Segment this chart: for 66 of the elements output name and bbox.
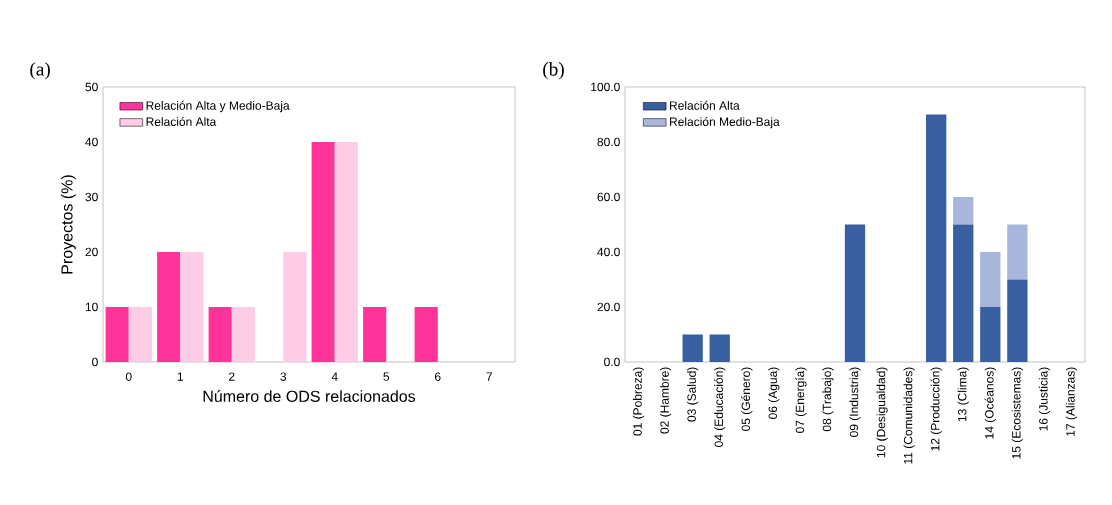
y-tick-label: 10 bbox=[85, 302, 98, 312]
x-tick-label: 11 (Comunidades) bbox=[903, 367, 915, 464]
y-tick-label: 50 bbox=[85, 82, 98, 92]
text: (b) bbox=[543, 62, 564, 80]
y-tick-label: 80.0 bbox=[597, 137, 620, 147]
x-tick-label: 6 bbox=[435, 372, 441, 381]
text: (a) bbox=[30, 62, 50, 80]
legend-label: Relación Alta bbox=[146, 117, 217, 126]
bar bbox=[926, 114, 947, 362]
y-tick-label: 0.0 bbox=[604, 357, 620, 367]
x-tick-label: 01 (Pobreza) bbox=[632, 367, 645, 436]
x-tick-label: 09 (Industria) bbox=[849, 367, 861, 437]
legend-label: Relación Alta bbox=[670, 100, 740, 110]
bar bbox=[311, 141, 335, 362]
x-tick-label: 2 bbox=[229, 372, 235, 381]
x-tick-label: 08 (Trabajo) bbox=[822, 367, 834, 432]
legend-label: Relación Medio-Baja bbox=[670, 117, 780, 129]
bar bbox=[334, 141, 358, 362]
x-tick-label: 10 (Desigualdad) bbox=[876, 367, 888, 458]
x-tick-label: 12 (Producción) bbox=[930, 367, 942, 451]
y-tick-label: 100.0 bbox=[591, 82, 620, 92]
bar bbox=[283, 251, 307, 362]
x-axis-title: Número de ODS relacionados bbox=[203, 390, 416, 402]
legend-label: Relación Alta y Medio-Baja bbox=[146, 100, 290, 113]
x-tick-label: 02 (Hambre) bbox=[660, 367, 672, 434]
x-tick-label: 17 (Alianzas) bbox=[1065, 367, 1078, 436]
x-tick-label: 04 (Educación) bbox=[714, 367, 726, 447]
x-tick-label: 7 bbox=[486, 372, 492, 381]
bar bbox=[180, 251, 204, 362]
bar bbox=[709, 334, 730, 362]
x-tick-label: 03 (Salud) bbox=[687, 367, 699, 422]
bar bbox=[1007, 279, 1028, 362]
bar bbox=[980, 251, 1001, 307]
y-tick-label: 20 bbox=[85, 247, 98, 257]
x-tick-label: 14 (Océanos) bbox=[984, 367, 996, 439]
x-tick-label: 05 (Género) bbox=[741, 367, 753, 431]
x-tick-label: 3 bbox=[280, 372, 287, 381]
x-tick-label: 13 (Clima) bbox=[957, 367, 969, 422]
bar bbox=[953, 196, 974, 225]
x-tick-label: 06 (Agua) bbox=[768, 367, 780, 419]
bar bbox=[231, 306, 255, 362]
x-tick-label: 07 (Energía) bbox=[795, 367, 807, 433]
bar bbox=[105, 306, 129, 362]
bar bbox=[844, 224, 866, 362]
x-tick-label: 1 bbox=[177, 372, 184, 381]
bar bbox=[980, 306, 1001, 362]
y-axis-title: Proyectos (%) bbox=[60, 175, 76, 274]
bar bbox=[208, 306, 232, 362]
bar bbox=[414, 306, 438, 362]
bar bbox=[157, 251, 181, 362]
y-tick-label: 60.0 bbox=[597, 192, 620, 202]
x-tick-label: 15 (Ecosistemas) bbox=[1011, 367, 1023, 459]
x-tick-label: 16 (Justicia) bbox=[1038, 367, 1051, 431]
y-tick-label: 40 bbox=[85, 137, 98, 147]
bar bbox=[953, 224, 974, 362]
x-tick-label: 4 bbox=[331, 372, 338, 381]
y-tick-label: 40.0 bbox=[597, 247, 620, 257]
x-tick-label: 0 bbox=[125, 372, 132, 381]
bar bbox=[128, 306, 152, 362]
y-tick-label: 0 bbox=[92, 357, 98, 367]
x-tick-label: 5 bbox=[383, 372, 390, 381]
y-tick-label: 20.0 bbox=[597, 302, 620, 312]
bar bbox=[1007, 224, 1028, 280]
y-tick-label: 30 bbox=[85, 192, 98, 202]
bar bbox=[363, 306, 387, 362]
bar bbox=[682, 334, 703, 362]
